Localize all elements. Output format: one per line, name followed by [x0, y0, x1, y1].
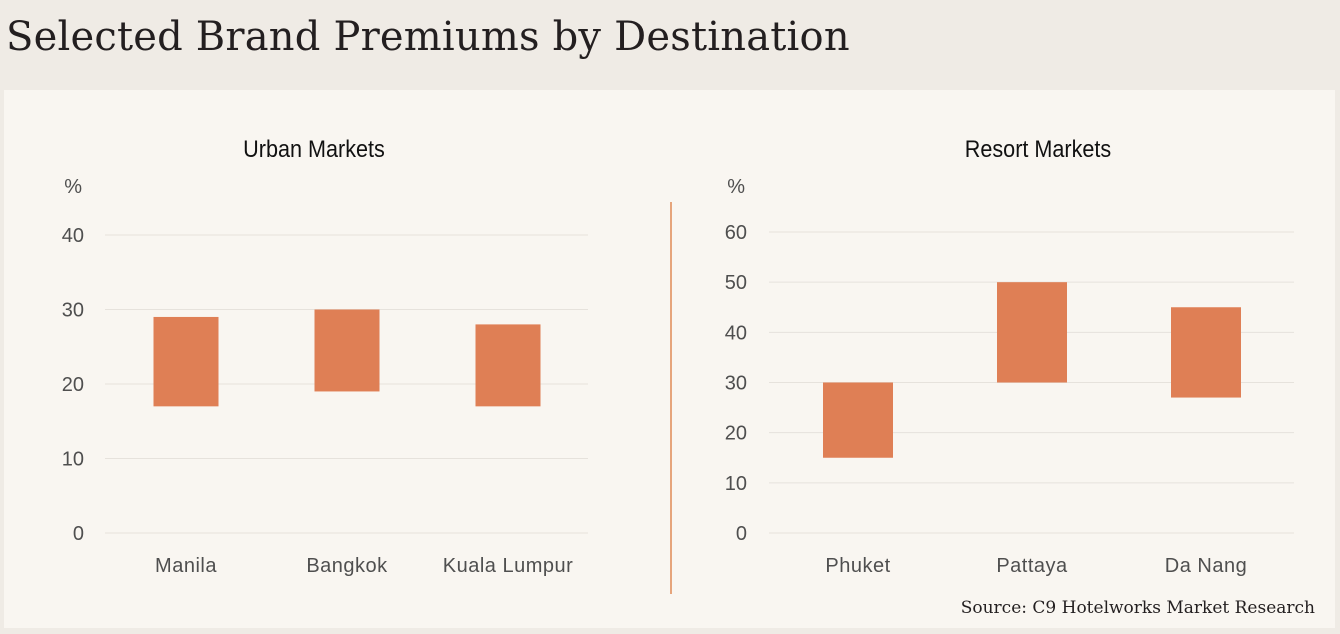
x-category-label: Pattaya: [996, 555, 1068, 577]
urban-markets-y-tick-label: 40: [62, 225, 84, 247]
x-category-label: Phuket: [825, 555, 890, 577]
resort-markets-y-unit-label: %: [727, 176, 745, 198]
x-category-label: Kuala Lumpur: [443, 555, 574, 577]
resort-markets-y-tick-label: 60: [725, 222, 747, 244]
urban-markets-chart: Urban Markets% 0 10 20 30 40 Manila Bangkok Kual…: [62, 135, 588, 577]
resort-markets-chart: Resort Markets% 0 10 20 30 40 50 60 Phuket Pattay…: [725, 135, 1294, 577]
urban-markets-y-tick-label: 20: [62, 374, 84, 396]
resort-markets-y-tick-label: 20: [725, 423, 747, 445]
resort-markets-y-tick-label: 40: [725, 322, 747, 344]
charts-svg: Urban Markets% 0 10 20 30 40 Manila Bangkok Kual…: [62, 135, 1294, 594]
urban-markets-y-unit-label: %: [64, 176, 82, 198]
x-category-label: Bangkok: [306, 555, 388, 577]
resort-markets-y-tick-label: 10: [725, 473, 747, 495]
urban-markets-y-tick-label: 30: [62, 300, 84, 322]
resort-markets-y-tick-label: 0: [736, 523, 747, 545]
bar-da-nang: [1171, 307, 1241, 398]
page-title: Selected Brand Premiums by Destination: [6, 14, 850, 60]
chart-panel: Urban Markets% 0 10 20 30 40 Manila Bangkok Kual…: [4, 90, 1335, 628]
urban-markets-y-tick-label: 0: [73, 523, 84, 545]
resort-markets-title: Resort Markets: [965, 135, 1111, 162]
bar-manila: [153, 316, 219, 407]
bar-pattaya: [997, 282, 1067, 383]
bar-kuala-lumpur: [475, 324, 541, 407]
urban-markets-title: Urban Markets: [243, 135, 385, 162]
urban-markets-y-tick-label: 10: [62, 449, 84, 471]
x-category-label: Da Nang: [1165, 555, 1247, 577]
resort-markets-y-tick-label: 50: [725, 272, 747, 294]
bar-phuket: [823, 382, 893, 458]
bar-bangkok: [314, 309, 380, 392]
resort-markets-y-tick-label: 30: [725, 373, 747, 395]
source-note: Source: C9 Hotelworks Market Research: [960, 598, 1315, 618]
x-category-label: Manila: [155, 555, 217, 577]
